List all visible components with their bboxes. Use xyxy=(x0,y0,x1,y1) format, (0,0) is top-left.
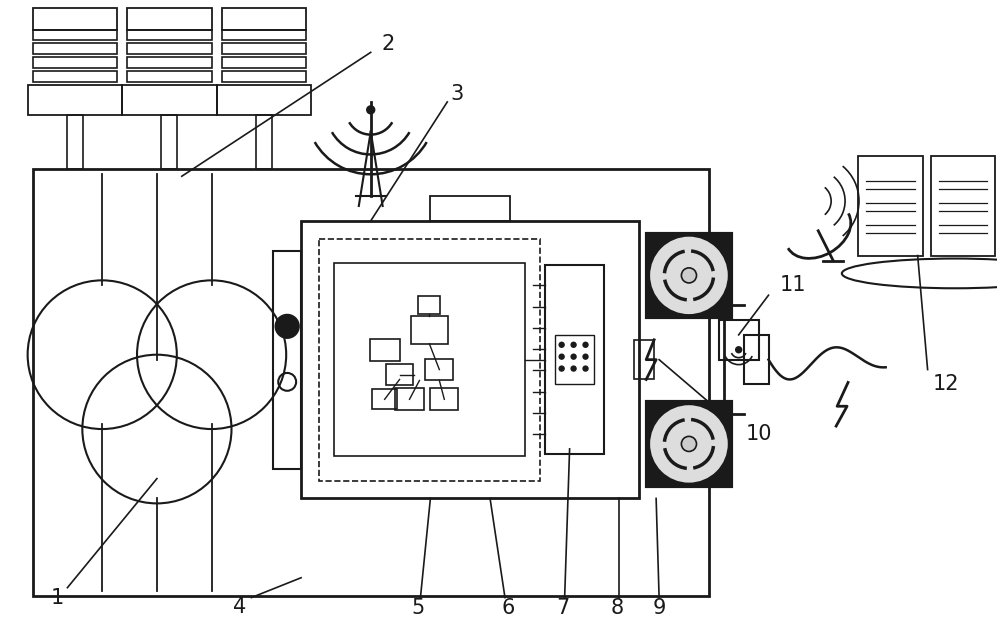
Bar xyxy=(33,44,117,54)
Text: 1: 1 xyxy=(51,588,64,607)
Bar xyxy=(33,170,709,596)
Circle shape xyxy=(681,436,697,451)
Circle shape xyxy=(583,354,588,359)
Text: 4: 4 xyxy=(233,598,246,618)
Circle shape xyxy=(367,106,375,114)
Bar xyxy=(301,221,639,499)
Bar xyxy=(425,358,453,380)
Circle shape xyxy=(583,342,588,348)
Circle shape xyxy=(571,342,576,348)
Bar xyxy=(931,156,995,255)
Circle shape xyxy=(571,366,576,371)
Bar xyxy=(33,8,117,29)
Text: 11: 11 xyxy=(780,275,807,295)
Bar xyxy=(411,316,448,344)
Bar xyxy=(222,29,306,40)
Bar xyxy=(646,401,732,486)
Bar xyxy=(222,8,306,29)
Text: 2: 2 xyxy=(382,35,395,54)
Bar xyxy=(217,85,311,115)
Circle shape xyxy=(583,366,588,371)
Circle shape xyxy=(651,406,727,481)
Bar xyxy=(28,85,122,115)
Text: 12: 12 xyxy=(932,374,959,394)
Bar xyxy=(744,335,768,385)
Text: 6: 6 xyxy=(501,598,515,618)
Bar xyxy=(222,44,306,54)
Bar xyxy=(161,115,177,170)
Bar xyxy=(372,389,397,409)
Bar xyxy=(33,29,117,40)
Bar xyxy=(430,196,510,221)
Bar xyxy=(646,233,732,318)
Bar xyxy=(858,156,923,255)
Text: 10: 10 xyxy=(745,424,772,444)
Bar xyxy=(127,29,212,40)
Circle shape xyxy=(559,354,564,359)
Bar xyxy=(122,85,217,115)
Bar xyxy=(334,264,525,456)
Bar xyxy=(67,115,83,170)
Circle shape xyxy=(559,342,564,348)
Bar xyxy=(719,320,759,360)
Bar xyxy=(33,58,117,68)
Bar xyxy=(127,8,212,29)
Bar xyxy=(646,401,732,486)
Bar xyxy=(634,340,654,380)
Circle shape xyxy=(571,354,576,359)
Bar xyxy=(395,388,424,410)
Bar xyxy=(370,339,400,361)
Bar xyxy=(33,71,117,82)
Bar xyxy=(555,335,594,385)
Bar xyxy=(127,58,212,68)
Bar xyxy=(222,58,306,68)
Circle shape xyxy=(275,314,299,339)
Circle shape xyxy=(681,268,697,283)
Bar xyxy=(222,71,306,82)
Bar xyxy=(646,233,732,318)
Bar xyxy=(273,251,301,468)
Circle shape xyxy=(736,347,742,353)
Bar xyxy=(127,71,212,82)
Circle shape xyxy=(559,366,564,371)
Bar xyxy=(256,115,272,170)
Bar xyxy=(418,296,440,314)
Text: 3: 3 xyxy=(451,84,464,104)
Text: 8: 8 xyxy=(611,598,624,618)
Bar xyxy=(127,44,212,54)
Bar xyxy=(430,388,458,410)
Bar xyxy=(319,239,540,481)
Text: 7: 7 xyxy=(556,598,569,618)
Bar xyxy=(386,364,413,385)
Bar xyxy=(545,266,604,454)
Circle shape xyxy=(651,237,727,313)
Text: 9: 9 xyxy=(652,598,666,618)
Text: 5: 5 xyxy=(412,598,425,618)
